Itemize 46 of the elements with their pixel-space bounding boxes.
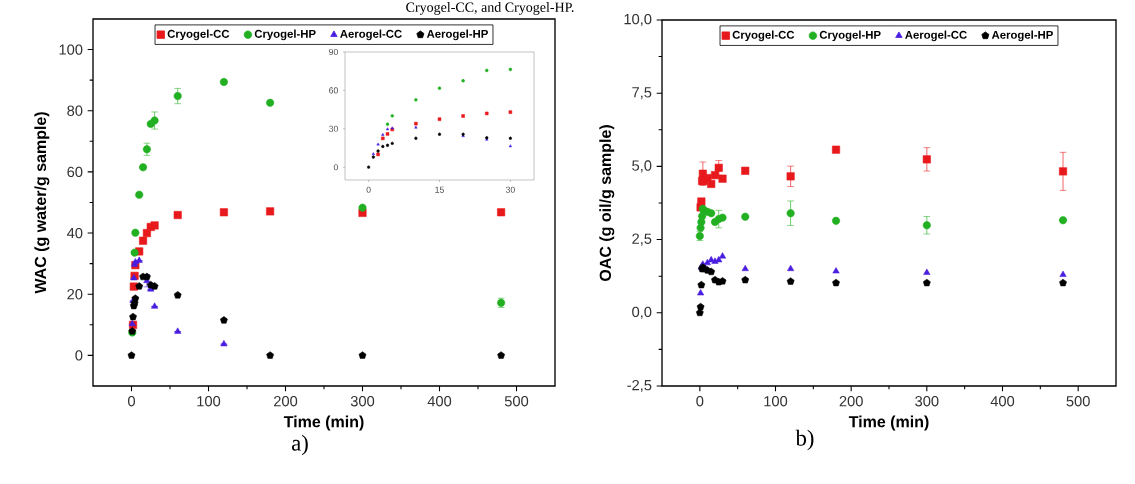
- y-tick-label: 40: [66, 227, 83, 239]
- x-tick-label: 0: [128, 396, 135, 407]
- legend-label: Cryogel-HP: [254, 29, 316, 41]
- y-tick-label: 60: [329, 87, 338, 94]
- y-axis-title: OAC (g oil/g sample): [599, 125, 615, 282]
- y-tick-label: 30: [328, 125, 338, 132]
- y-tick-label: 100: [59, 44, 83, 55]
- y-tick-label: 60: [67, 166, 83, 178]
- x-tick-label: 30: [505, 186, 515, 193]
- x-tick-label: 500: [1066, 396, 1090, 407]
- x-tick-label: 0: [696, 396, 704, 407]
- y-tick-label: 0: [333, 164, 338, 171]
- x-tick-label: 100: [764, 396, 788, 407]
- legend-label: Cryogel-CC: [167, 29, 230, 41]
- text: b): [795, 429, 814, 451]
- x-tick-label: 400: [990, 396, 1015, 407]
- x-tick-label: 300: [915, 396, 939, 407]
- legend-label: Aerogel-HP: [426, 29, 488, 41]
- x-tick-label: 100: [197, 396, 221, 407]
- x-axis-title: Time (min): [848, 415, 929, 431]
- x-tick-label: 200: [274, 396, 298, 407]
- y-tick-label: 80: [67, 105, 83, 116]
- legend-label: Cryogel-CC: [732, 30, 795, 42]
- y-tick-label: 90: [329, 48, 338, 56]
- y-tick-label: 7,5: [632, 87, 652, 100]
- legend-label: Aerogel-CC: [905, 30, 967, 42]
- text: a): [292, 434, 308, 456]
- x-tick-label: 15: [435, 186, 444, 193]
- y-tick-label: 20: [67, 289, 83, 300]
- legend-label: Aerogel-HP: [991, 30, 1053, 42]
- x-tick-label: 200: [839, 396, 863, 407]
- y-tick-label: -2,5: [627, 379, 652, 393]
- legend-label: Aerogel-CC: [340, 29, 402, 41]
- x-tick-label: 400: [427, 396, 452, 407]
- x-tick-label: 500: [504, 396, 529, 407]
- x-axis-title: Time (min): [283, 415, 364, 431]
- y-axis-title: WAC (g water/g sample): [34, 112, 50, 294]
- x-tick-label: 300: [350, 396, 375, 407]
- y-tick-label: 0,0: [632, 306, 652, 319]
- y-tick-label: 10,0: [624, 13, 652, 27]
- x-tick-label: 0: [366, 186, 371, 193]
- y-tick-label: 2,5: [632, 233, 652, 246]
- legend-label: Cryogel-HP: [819, 30, 881, 42]
- y-tick-label: 0: [75, 350, 83, 361]
- text: Cryogel-CC, and Cryogel-HP.: [406, 2, 574, 15]
- y-tick-label: 5,0: [632, 160, 652, 173]
